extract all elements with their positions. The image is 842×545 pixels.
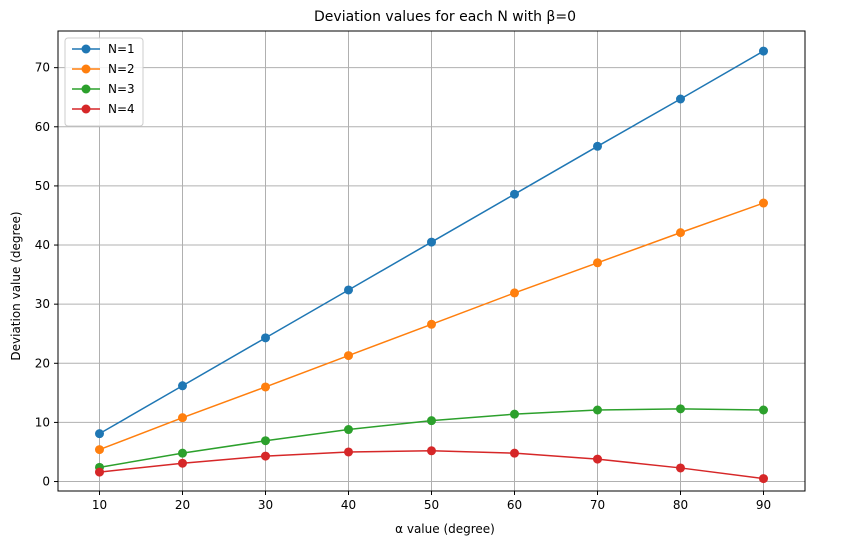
- series-n1: [95, 46, 768, 439]
- data-point-n1: [427, 237, 436, 247]
- legend-item-n3: N=3: [72, 82, 135, 96]
- data-point-n1: [261, 333, 270, 343]
- y-tick-label: 20: [35, 356, 50, 370]
- axis-ticks: 10 20 30 40 50 60 70 80 90 0 10 20 30 40 50 60 70: [35, 61, 771, 512]
- data-point-n2: [427, 319, 436, 329]
- data-point-n1: [178, 381, 187, 391]
- data-point-n4: [676, 463, 685, 473]
- legend-swatch-marker: [81, 84, 91, 94]
- data-point-n4: [593, 454, 602, 464]
- data-point-n4: [427, 446, 436, 456]
- x-axis-label: α value (degree): [395, 522, 495, 536]
- data-point-n1: [676, 94, 685, 104]
- data-point-n2: [759, 198, 768, 208]
- x-tick-label: 10: [92, 498, 107, 512]
- data-point-n4: [344, 447, 353, 457]
- x-tick-label: 90: [756, 498, 771, 512]
- x-tick-label: 60: [507, 498, 522, 512]
- data-point-n2: [178, 413, 187, 423]
- data-point-n2: [261, 382, 270, 392]
- x-tick-label: 20: [175, 498, 190, 512]
- y-tick-label: 0: [42, 475, 50, 489]
- data-point-n1: [510, 189, 519, 199]
- legend-item-n4: N=4: [72, 102, 135, 116]
- data-point-n2: [510, 288, 519, 298]
- data-point-n1: [344, 285, 353, 295]
- data-point-n3: [759, 405, 768, 415]
- data-point-n4: [510, 448, 519, 458]
- legend-swatch-marker: [81, 64, 91, 74]
- data-point-n1: [593, 141, 602, 151]
- series-n4: [95, 446, 768, 484]
- legend-label: N=1: [108, 42, 135, 56]
- legend-label: N=3: [108, 82, 135, 96]
- legend-item-n1: N=1: [72, 42, 135, 56]
- legend-swatch-marker: [81, 44, 91, 54]
- legend-box: [64, 37, 144, 127]
- data-point-n2: [344, 351, 353, 361]
- data-point-n2: [593, 258, 602, 268]
- series-layer: [95, 46, 768, 484]
- x-tick-label: 50: [424, 498, 439, 512]
- y-tick-label: 40: [35, 238, 50, 252]
- data-point-n3: [593, 405, 602, 415]
- legend-swatch-marker: [81, 104, 91, 114]
- data-point-n4: [95, 467, 104, 477]
- y-tick-label: 50: [35, 179, 50, 193]
- data-point-n1: [759, 46, 768, 56]
- y-axis-label: Deviation value (degree): [9, 211, 23, 360]
- data-point-n3: [427, 416, 436, 426]
- y-tick-label: 60: [35, 120, 50, 134]
- data-point-n4: [759, 474, 768, 484]
- series-n3: [95, 404, 768, 472]
- data-point-n3: [676, 404, 685, 414]
- legend-item-n2: N=2: [72, 62, 135, 76]
- data-point-n4: [178, 458, 187, 468]
- data-point-n4: [261, 451, 270, 461]
- data-point-n3: [178, 448, 187, 458]
- legend: N=1 N=2 N=3 N=4: [64, 37, 144, 127]
- data-point-n1: [95, 429, 104, 439]
- data-point-n3: [510, 409, 519, 419]
- chart-title: Deviation values for each N with β=0: [314, 9, 576, 25]
- x-tick-label: 70: [590, 498, 605, 512]
- x-tick-label: 30: [258, 498, 273, 512]
- y-tick-label: 70: [35, 61, 50, 75]
- y-tick-label: 30: [35, 297, 50, 311]
- legend-label: N=2: [108, 62, 135, 76]
- y-tick-label: 10: [35, 415, 50, 429]
- legend-label: N=4: [108, 102, 135, 116]
- x-tick-label: 40: [341, 498, 356, 512]
- data-point-n2: [676, 228, 685, 238]
- data-point-n2: [95, 445, 104, 455]
- series-n2: [95, 198, 768, 455]
- data-point-n3: [261, 436, 270, 446]
- x-tick-label: 80: [673, 498, 688, 512]
- data-point-n3: [344, 425, 353, 435]
